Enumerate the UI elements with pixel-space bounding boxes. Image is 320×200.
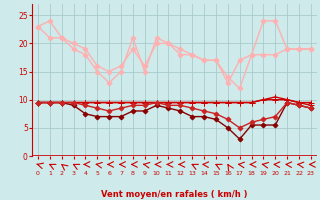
X-axis label: Vent moyen/en rafales ( km/h ): Vent moyen/en rafales ( km/h ) bbox=[101, 190, 248, 199]
